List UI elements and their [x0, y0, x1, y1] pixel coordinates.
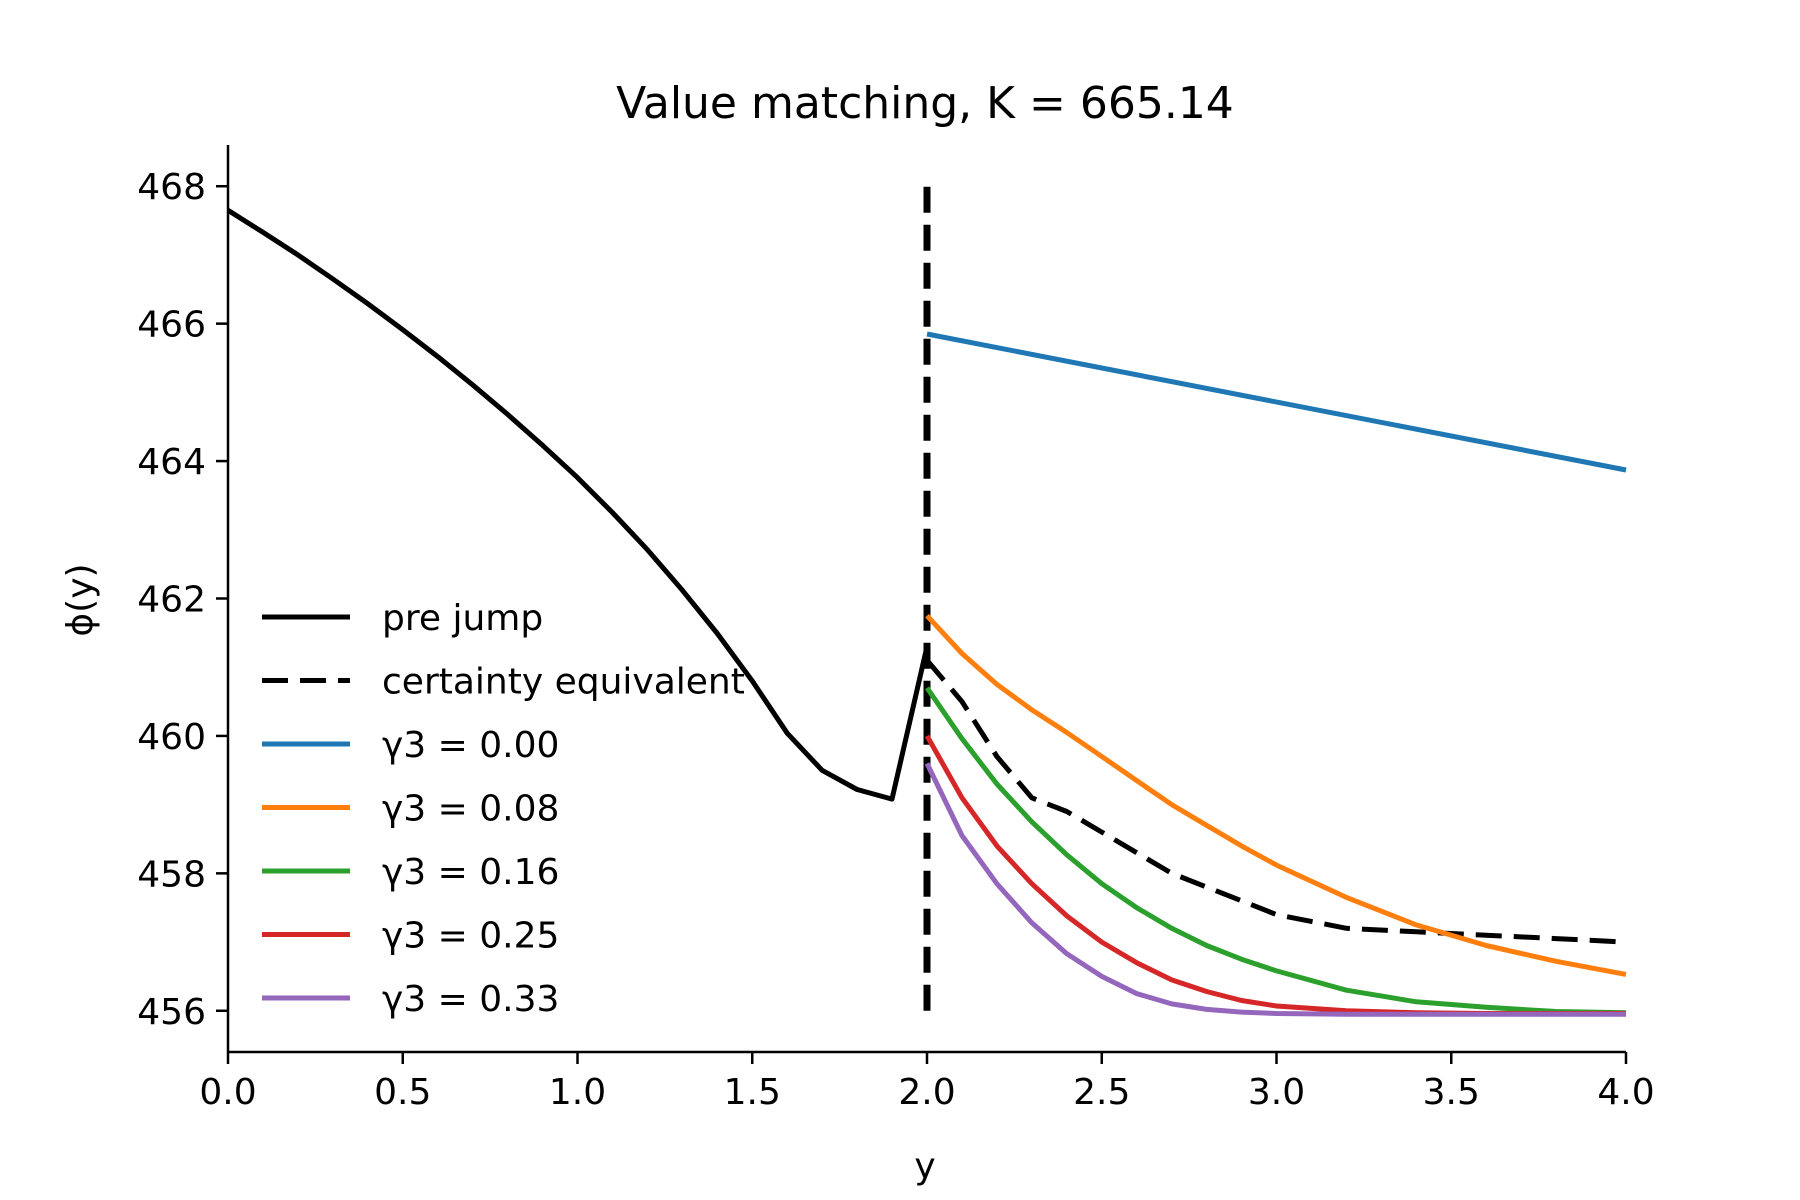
y-tick-label: 464: [137, 442, 206, 483]
series-line-3-0-08: [925, 614, 1627, 977]
series-line-3-0-16: [924, 686, 1627, 1016]
x-tick-label: 0.0: [199, 1072, 256, 1113]
y-tick-label: 468: [137, 167, 206, 208]
x-tick-label: 1.0: [549, 1072, 606, 1113]
x-tick-label: 0.5: [374, 1072, 431, 1113]
series-line-certainty-equivalent: [925, 658, 1627, 945]
legend: pre jump certainty equivalent γ3 = 0.00 γ3 …: [262, 598, 745, 1020]
series-line-pre-jump: [226, 208, 930, 802]
y-axis-title: ϕ(y): [60, 563, 101, 636]
legend-label: γ3 = 0.08: [382, 789, 559, 830]
x-axis-title: y: [914, 1146, 935, 1187]
legend-label: γ3 = 0.33: [382, 979, 559, 1020]
y-tick-label: 460: [137, 717, 206, 758]
x-tick-label: 3.5: [1423, 1072, 1480, 1113]
legend-label: certainty equivalent: [382, 662, 745, 703]
y-tick-label: 458: [137, 854, 206, 895]
series-line-3-0-00: [926, 331, 1627, 473]
legend-label: γ3 = 0.00: [382, 725, 559, 766]
legend-label: pre jump: [382, 598, 543, 639]
y-tick-label: 456: [137, 992, 206, 1033]
y-tick-label: 466: [137, 305, 206, 346]
series-line-3-0-33: [924, 762, 1626, 1017]
legend-label: γ3 = 0.16: [382, 852, 559, 893]
x-tick-label: 2.0: [898, 1072, 955, 1113]
x-tick-label: 1.5: [724, 1072, 781, 1113]
x-tick-label: 2.5: [1073, 1072, 1130, 1113]
series-layer: [226, 186, 1627, 1017]
x-tick-label: 3.0: [1248, 1072, 1305, 1113]
y-tick-label: 462: [137, 580, 206, 621]
legend-label: γ3 = 0.25: [382, 916, 559, 957]
axes-layer: 0.0 0.5 1.0 1.5 2.0 2.5 3.0 3.5 4.0 456 458 460 462 4…: [137, 145, 1655, 1113]
chart-title: Value matching, K = 665.14: [616, 78, 1234, 129]
x-tick-label: 4.0: [1597, 1072, 1654, 1113]
